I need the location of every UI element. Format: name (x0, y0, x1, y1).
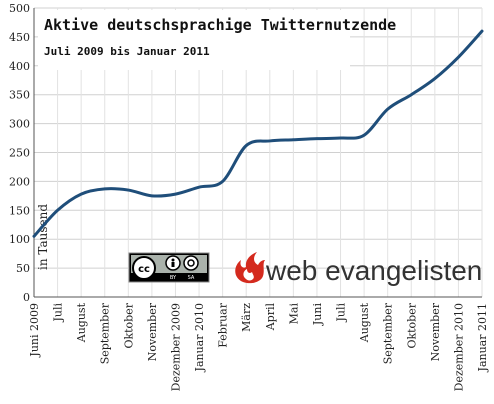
cc-logo-icon (132, 256, 156, 280)
x-tick-label: Juli (335, 303, 348, 323)
chart-title: Aktive deutschsprachige Twitternutzende (44, 16, 396, 34)
x-tick-label: Juni (311, 303, 324, 327)
logo-text: web evangelisten (265, 255, 482, 286)
cc-license-badge: cc BY SA (128, 252, 210, 283)
x-tick-label: September (99, 302, 112, 364)
x-tick-label: Dezember 2009 (169, 303, 182, 391)
x-tick-label: Januar 2011 (476, 303, 489, 372)
flame-icon (235, 252, 265, 284)
cc-sa-label: SA (188, 275, 195, 281)
y-axis-label: in Tausend (36, 204, 50, 270)
x-tick-label: Juni 2009 (28, 303, 41, 358)
cc-sa-icon (183, 255, 199, 271)
axes (33, 8, 482, 298)
x-tick-labels: Juni 2009 Juli August September Oktober Novem… (28, 302, 489, 391)
y-tick-label: 450 (9, 31, 30, 44)
y-tick-label: 350 (9, 89, 30, 102)
x-tick-label: August (358, 302, 371, 343)
x-tick-label: August (75, 302, 88, 343)
y-tick-label: 50 (16, 262, 30, 275)
x-tick-label: September (382, 302, 395, 364)
y-tick-labels: 0 50 100 150 200 250 300 350 400 450 500 (9, 2, 30, 304)
series (32, 29, 484, 238)
x-tick-label: Januar 2010 (193, 303, 206, 372)
x-tick-label: Mai (287, 303, 300, 325)
y-tick-label: 200 (9, 175, 30, 188)
y-tick-label: 100 (9, 233, 30, 246)
x-tick-label: November (429, 302, 442, 361)
chart-subtitle: Juli 2009 bis Januar 2011 (44, 45, 210, 58)
y-tick-label: 0 (23, 291, 30, 304)
web-evangelisten-logo: web evangelisten (235, 252, 482, 286)
svg-text:cc: cc (138, 264, 150, 275)
x-tick-label: April (264, 303, 277, 332)
y-tick-label: 150 (9, 204, 30, 217)
y-tick-label: 250 (9, 147, 30, 160)
x-tick-label: Februar (217, 302, 230, 347)
y-tick-label: 500 (9, 2, 30, 15)
y-tick-label: 300 (9, 118, 30, 131)
x-tick-label: November (146, 302, 159, 361)
x-tick-label: Dezember 2010 (452, 303, 465, 391)
x-tick-label: Oktober (122, 302, 135, 348)
y-tick-label: 400 (9, 60, 30, 73)
title-box (38, 10, 350, 70)
x-tick-label: März (240, 303, 253, 332)
cc-by-label: BY (170, 275, 177, 281)
series-line (32, 29, 484, 238)
x-tick-label: Oktober (405, 302, 418, 348)
x-tick-label: Juli (52, 303, 65, 323)
